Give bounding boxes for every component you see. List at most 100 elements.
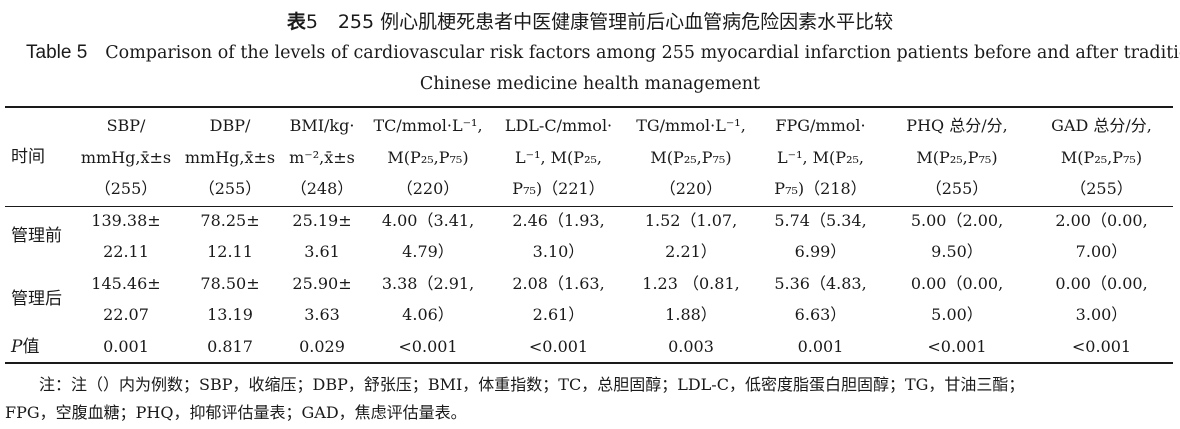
column-header-line: M(P₂₅,P₇₅) [387,147,469,167]
table-cell-line: 78.50± [200,274,260,293]
table-cell: 4.00（3.41, 4.79） [364,205,492,268]
column-header-line: FPG/mmol· [775,116,866,135]
column-header-line: L⁻¹, M(P₂₅, [777,147,864,167]
table-cell-line: 1.88） [665,305,717,324]
table-bottom-rule [5,362,1173,364]
column-header: BMI/kg· m⁻²,x̄±s （248） [280,110,364,205]
column-header-line: LDL-C/mmol· [504,116,613,135]
column-header-line: GAD 总分/分, [1051,116,1152,135]
table-row: 管理后 145.46± 22.07 78.50± 13.19 25.90± 3.63 3.38… [5,268,1173,331]
column-header-line: （255） [94,179,158,198]
table-cell-line: 78.25± [200,211,260,230]
column-header-line: TC/mmol·L⁻¹, [373,116,483,135]
table-top-rule [5,106,1173,108]
column-header: LDL-C/mmol· L⁻¹, M(P₂₅, P₇₅)（221） [492,110,625,205]
p-value-cell: 0.001 [797,337,844,356]
column-header-line: P₇₅)（221） [512,179,605,198]
table-cell: 0.00（0.00, 5.00） [884,268,1030,331]
table-cell: 2.08（1.63, 2.61） [492,268,625,331]
table-title-en-line2: Chinese medicine health management [419,74,761,94]
column-header-line: （255） [198,179,262,198]
column-header: TC/mmol·L⁻¹, M(P₂₅,P₇₅) （220） [364,110,492,205]
table-cell-line: 0.00（0.00, [1055,274,1148,293]
table-header-row: 时间 SBP/mmHg,x̄±s （255） DBP/mmHg,x̄±s （255） BM… [5,110,1173,205]
table-cell: 145.46± 22.07 [72,268,180,331]
table-cell: 5.00（2.00, 9.50） [884,205,1030,268]
table-cell-line: 0.00（0.00, [910,274,1004,293]
table-cell: 139.38± 22.11 [72,205,180,268]
table-title-cn: 表5 255 例心肌梗死患者中医健康管理前后心血管病危险因素水平比较 [0,7,1180,34]
table-cell-line: 3.10） [532,242,585,261]
column-header-line: （255） [925,179,989,198]
table-cell-line: 7.00） [1075,242,1128,261]
column-header-line: L⁻¹, M(P₂₅, [515,147,602,167]
table-cell: 0.00（0.00, 3.00） [1030,268,1173,331]
column-header: PHQ 总分/分, M(P₂₅,P₇₅) （255） [884,110,1030,205]
column-header-line: 时间 [11,146,45,167]
table-cell-line: 1.23 （0.81, [642,274,740,293]
p-value-cell: <0.001 [927,337,987,356]
p-value-cell: 0.029 [299,337,345,356]
table-cell-line: 6.99） [794,242,847,261]
table-cell-line: 2.00（0.00, [1055,211,1148,230]
p-value-cell: <0.001 [528,337,589,356]
footnote-line1: 注：注（）内为例数；SBP，收缩压；DBP，舒张压；BMI，体重指数；TC，总胆… [39,375,1025,394]
table-cell: 3.38（2.91, 4.06） [364,268,492,331]
table-cell: 5.74（5.34, 6.99） [757,205,884,268]
table-body: 管理前 139.38± 22.11 78.25± 12.11 25.19± 3.61 4.00… [5,205,1173,364]
table-title-cn-text: 255 例心肌梗死患者中医健康管理前后心血管病危险因素水平比较 [337,11,894,33]
column-header: FPG/mmol· L⁻¹, M(P₂₅, P₇₅)（218） [757,110,884,205]
footnote-line2: FPG，空腹血糖；PHQ，抑郁评估量表；GAD，焦虑评估量表。 [5,403,467,422]
table-cell-line: 13.19 [207,305,253,324]
p-value-label: P值 [5,331,72,364]
table-cell-line: 12.11 [207,242,253,261]
column-header-line: （248） [290,179,354,198]
table-cell: 1.23 （0.81, 1.88） [625,268,757,331]
table-cell: 1.52（1.07, 2.21） [625,205,757,268]
table-cell-line: 5.00（2.00, [910,211,1004,230]
table-cell-line: 3.63 [304,305,340,324]
table-title-en-line1: Table 5 Comparison of the levels of cardi… [6,42,1180,64]
p-value-label-rest: 值 [22,337,40,357]
column-header-line: mmHg,x̄±s [80,147,172,167]
table-cell-line: 2.21） [665,242,717,261]
table-cell: 78.50± 13.19 [180,268,280,331]
column-header-line: P₇₅)（218） [774,179,867,198]
table-title-cn-label: 表 [286,11,306,33]
table-cell: 2.00（0.00, 7.00） [1030,205,1173,268]
column-header-line: TG/mmol·L⁻¹, [636,116,746,135]
table-cell-line: 3.38（2.91, [381,274,475,293]
table-cell-line: 22.07 [103,305,149,324]
table-cell-line: 2.46（1.93, [512,211,605,230]
table-cell-line: 4.00（3.41, [381,211,475,230]
p-value-cell: 0.001 [103,337,149,356]
table-cell-line: 25.90± [292,274,352,293]
column-header-line: DBP/ [209,116,251,135]
table-cell-line: 1.52（1.07, [644,211,738,230]
column-header-line: m⁻²,x̄±s [289,147,355,167]
table-cell: 25.19± 3.61 [280,205,364,268]
table-cell-line: 145.46± [91,274,161,293]
column-header-line: M(P₂₅,P₇₅) [650,147,732,167]
table-footnote: 注：注（）内为例数；SBP，收缩压；DBP，舒张压；BMI，体重指数；TC，总胆… [5,371,1177,427]
column-header: SBP/mmHg,x̄±s （255） [72,110,180,205]
column-header: GAD 总分/分, M(P₂₅,P₇₅) （255） [1030,110,1173,205]
table-cell-line: 5.74（5.34, [774,211,867,230]
column-header-line: SBP/ [106,116,146,135]
table-cell-line: 4.06） [402,305,454,324]
p-value-label-italic: P [11,337,23,357]
table-cell-line: 2.08（1.63, [512,274,605,293]
column-header-line: （255） [1070,179,1133,198]
table-cell-line: 5.36（4.83, [774,274,867,293]
column-header-line: mmHg,x̄±s [184,147,276,167]
table-cell-line: 5.00） [931,305,983,324]
table-title-en-label: Table 5 [26,42,88,63]
table-title-cn-number: 5 [305,11,318,33]
table-cell-line: 139.38± [91,211,161,230]
table-cell-line: 4.79） [402,242,454,261]
column-header: TG/mmol·L⁻¹, M(P₂₅,P₇₅) （220） [625,110,757,205]
table-cell-line: 3.00） [1075,305,1128,324]
table-cell-line: 25.19± [292,211,352,230]
table-title-en-text1: Comparison of the levels of cardiovascul… [105,43,1180,63]
column-header-line: PHQ 总分/分, [906,116,1008,135]
